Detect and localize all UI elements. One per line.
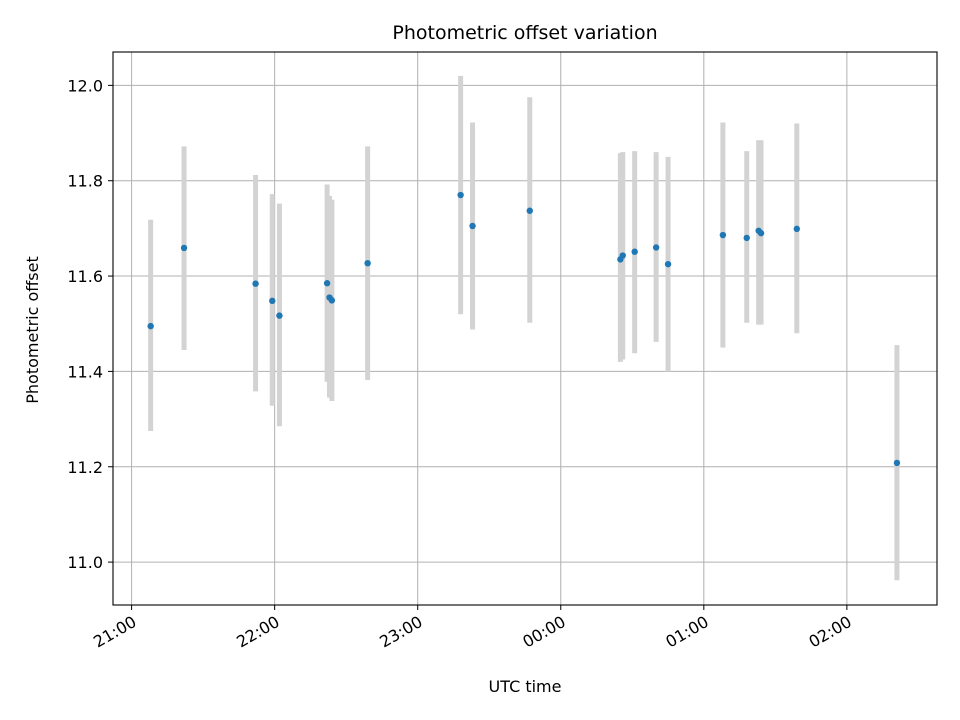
data-point [893, 459, 901, 467]
data-point [276, 312, 283, 319]
data-point [364, 259, 371, 267]
y-tick-label: 11.6 [67, 267, 103, 286]
data-point [743, 234, 750, 242]
data-point [719, 231, 727, 239]
y-axis-label: Photometric offset [23, 256, 42, 404]
chart-title: Photometric offset variation [392, 22, 657, 44]
data-point [252, 280, 259, 287]
data-point [269, 297, 276, 305]
y-tick-label: 11.4 [67, 362, 103, 381]
y-tick-label: 11.2 [67, 458, 103, 477]
data-point [328, 297, 336, 304]
data-point [147, 322, 154, 330]
data-point [469, 222, 476, 230]
data-point [664, 260, 672, 268]
y-tick-label: 11.0 [67, 553, 103, 572]
data-point [323, 280, 331, 287]
data-point [652, 244, 660, 251]
x-axis-label: UTC time [489, 677, 562, 696]
data-points [147, 191, 901, 467]
data-point [180, 244, 188, 252]
y-tick-label: 12.0 [67, 76, 103, 95]
plot-frame [112, 51, 938, 606]
y-tick-label: 11.8 [67, 172, 103, 191]
data-point [793, 225, 801, 233]
y-axis-ticks: 11.0 11.2 11.4 11.6 11.8 12.0 [67, 76, 113, 572]
data-point [757, 229, 765, 237]
data-point [526, 207, 533, 214]
grid [113, 52, 937, 605]
data-point [457, 191, 464, 199]
data-point [619, 252, 626, 259]
data-point [631, 248, 638, 255]
